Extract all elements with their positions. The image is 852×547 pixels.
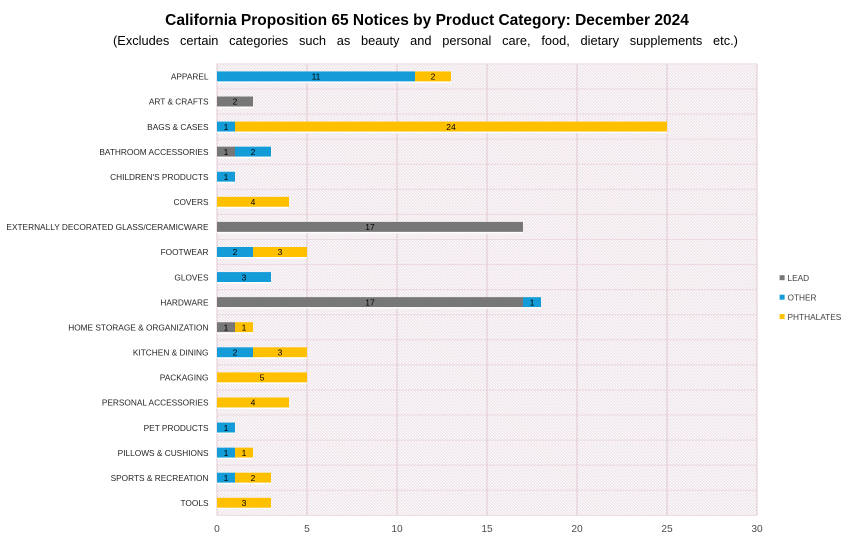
svg-text:2: 2 bbox=[233, 247, 238, 257]
svg-text:2: 2 bbox=[251, 147, 256, 157]
svg-text:1: 1 bbox=[224, 122, 229, 132]
svg-text:15: 15 bbox=[481, 524, 493, 535]
svg-text:30: 30 bbox=[751, 524, 763, 535]
svg-text:TOOLS: TOOLS bbox=[181, 498, 209, 508]
svg-text:1: 1 bbox=[224, 322, 229, 332]
svg-text:4: 4 bbox=[251, 398, 256, 408]
svg-text:1: 1 bbox=[224, 448, 229, 458]
svg-text:1: 1 bbox=[530, 297, 535, 307]
svg-text:3: 3 bbox=[242, 498, 247, 508]
svg-text:PACKAGING: PACKAGING bbox=[160, 373, 209, 383]
svg-text:LEAD: LEAD bbox=[788, 273, 810, 283]
svg-text:11: 11 bbox=[312, 72, 321, 82]
svg-text:5: 5 bbox=[304, 524, 310, 535]
svg-text:3: 3 bbox=[278, 247, 283, 257]
svg-text:California Proposition 65 Noti: California Proposition 65 Notices by Pro… bbox=[165, 12, 689, 29]
svg-text:CHILDREN'S PRODUCTS: CHILDREN'S PRODUCTS bbox=[110, 172, 209, 182]
svg-text:5: 5 bbox=[260, 373, 265, 383]
svg-text:1: 1 bbox=[224, 423, 229, 433]
svg-text:17: 17 bbox=[365, 222, 375, 232]
svg-text:HOME STORAGE & ORGANIZATION: HOME STORAGE & ORGANIZATION bbox=[68, 322, 208, 332]
svg-text:10: 10 bbox=[391, 524, 403, 535]
svg-text:COVERS: COVERS bbox=[173, 197, 209, 207]
svg-text:0: 0 bbox=[214, 524, 220, 535]
svg-text:PET PRODUCTS: PET PRODUCTS bbox=[144, 423, 209, 433]
svg-text:APPAREL: APPAREL bbox=[171, 72, 209, 82]
svg-text:PILLOWS & CUSHIONS: PILLOWS & CUSHIONS bbox=[118, 448, 209, 458]
svg-text:HARDWARE: HARDWARE bbox=[160, 297, 209, 307]
svg-text:BAGS & CASES: BAGS & CASES bbox=[147, 122, 209, 132]
svg-text:17: 17 bbox=[365, 297, 375, 307]
svg-text:1: 1 bbox=[224, 172, 229, 182]
svg-text:20: 20 bbox=[571, 524, 583, 535]
svg-text:GLOVES: GLOVES bbox=[174, 272, 209, 282]
svg-text:3: 3 bbox=[242, 272, 247, 282]
svg-text:OTHER: OTHER bbox=[788, 292, 817, 302]
svg-text:KITCHEN & DINING: KITCHEN & DINING bbox=[133, 348, 209, 358]
svg-text:PHTHALATES: PHTHALATES bbox=[788, 312, 842, 322]
svg-text:3: 3 bbox=[278, 348, 283, 358]
svg-text:4: 4 bbox=[251, 197, 256, 207]
svg-text:1: 1 bbox=[242, 448, 247, 458]
svg-text:2: 2 bbox=[233, 97, 238, 107]
svg-text:1: 1 bbox=[224, 473, 229, 483]
svg-text:2: 2 bbox=[431, 72, 436, 82]
svg-text:EXTERNALLY DECORATED GLASS/CER: EXTERNALLY DECORATED GLASS/CERAMICWARE bbox=[6, 222, 209, 232]
svg-text:(Excludes certain categories s: (Excludes certain categories such as bea… bbox=[113, 33, 738, 48]
svg-text:ART & CRAFTS: ART & CRAFTS bbox=[149, 97, 209, 107]
svg-text:24: 24 bbox=[446, 122, 456, 132]
svg-text:PERSONAL ACCESSORIES: PERSONAL ACCESSORIES bbox=[102, 398, 209, 408]
svg-text:25: 25 bbox=[661, 524, 673, 535]
svg-text:FOOTWEAR: FOOTWEAR bbox=[161, 247, 209, 257]
svg-text:2: 2 bbox=[251, 473, 256, 483]
svg-text:1: 1 bbox=[224, 147, 229, 157]
svg-text:BATHROOM ACCESSORIES: BATHROOM ACCESSORIES bbox=[99, 147, 209, 157]
svg-text:2: 2 bbox=[233, 348, 238, 358]
svg-text:SPORTS & RECREATION: SPORTS & RECREATION bbox=[111, 473, 209, 483]
svg-text:1: 1 bbox=[242, 322, 247, 332]
